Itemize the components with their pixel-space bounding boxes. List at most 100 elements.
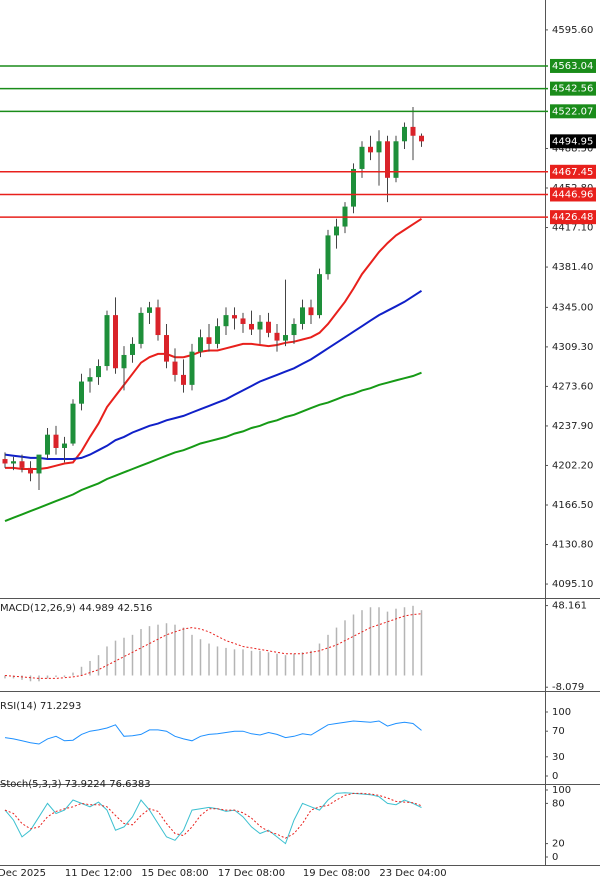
candle-body [385,141,390,178]
y-tick-label: 4309.30 [552,342,593,353]
level-label: 4522.07 [552,106,593,117]
candle-body [274,332,280,341]
candle-body [240,318,246,324]
candle-body [36,454,42,474]
candle-body [206,337,212,344]
level-label: 4426.48 [552,212,593,223]
y-tick-label: 48.161 [552,601,587,612]
level-label: 4563.04 [552,61,593,72]
x-tick-label: 23 Dec 04:00 [379,868,446,879]
candle-body [11,461,16,464]
candle-body [113,315,118,369]
candle-body [53,434,59,448]
y-tick-label: 4202.20 [552,460,593,471]
y-tick-label: 4237.90 [552,421,593,432]
candle-body [189,351,195,385]
candle-body [181,374,186,385]
series-line [4,720,422,745]
level-label-box [550,187,596,202]
candle-body [87,377,93,382]
candle-body [291,323,297,336]
x-tick-label: 11 Dec 12:00 [65,868,132,879]
candle-body [147,307,152,313]
y-tick-label: -8.079 [552,682,584,693]
y-tick-label: 0 [552,771,558,782]
y-tick-label: 4273.60 [552,381,593,392]
x-tick-label: 19 Dec 08:00 [303,868,370,879]
series-line [5,217,423,470]
indicator-title: RSI(14) 71.2293 [0,701,81,712]
candle-body [249,323,254,330]
x-tick-label: Dec 2025 [0,868,46,879]
y-tick-label: 4381.40 [552,262,593,273]
series-line [4,371,422,523]
candle-body [172,361,178,375]
x-tick-label: 15 Dec 08:00 [141,868,208,879]
candle-body [232,315,237,319]
candle-body [45,434,50,455]
level-label: 4446.96 [552,189,593,200]
y-tick-label: 100 [552,785,571,796]
candle-body [70,403,76,444]
candle-body [79,381,84,404]
candle-body [359,146,365,169]
candle-body [198,337,203,352]
candle-body [155,307,161,336]
candle-body [164,335,169,362]
y-tick-label: 4595.60 [552,25,593,36]
y-tick-label: 0 [552,852,558,863]
last-price-label: 4494.95 [552,136,593,147]
y-tick-label: 4130.80 [552,540,593,551]
candle-body [376,141,382,153]
indicator-value: 76.6383 [109,779,150,790]
series-line [4,613,422,679]
level-label-box [550,81,596,96]
candle-body [351,168,356,207]
candle-body [368,146,373,153]
candle-body [121,354,127,369]
y-tick-label: 80 [552,798,565,809]
candle-body [19,461,25,468]
level-label-box [550,58,596,73]
series-line [4,289,423,460]
candle-body [402,126,407,142]
candle-body [223,315,229,327]
candle-body [104,315,110,367]
indicator-title: Stoch(5,3,3) 73.9224 76.6383 [0,779,151,790]
x-tick-label: 17 Dec 08:00 [218,868,285,879]
y-tick-label: 4345.00 [552,302,593,313]
y-tick-label: 4417.10 [552,223,593,234]
y-tick-label: 100 [552,707,571,718]
candle-body [300,307,305,324]
indicator-value: 73.9224 [65,779,106,790]
level-label-box [550,164,596,179]
candle-body [2,459,8,464]
indicator-value: 44.989 [79,603,114,614]
last-price-box [550,134,596,149]
indicator-value: 42.516 [117,603,152,614]
level-label-box [550,210,596,225]
indicator-name: MACD(12,26,9) [0,603,76,614]
candle-body [393,141,399,178]
series-line [4,792,422,839]
candle-body [410,126,416,136]
candle-body [283,335,288,341]
series-line [4,792,422,845]
indicator-name: Stoch(5,3,3) [0,779,62,790]
candle-body [308,307,314,316]
candle-body [317,274,322,316]
candle-body [215,326,220,344]
candle-body [28,467,33,474]
level-label: 4542.56 [552,84,593,95]
candle-body [138,312,144,344]
indicator-title: MACD(12,26,9) 44.989 42.516 [0,603,152,614]
y-tick-label: 4488.50 [552,143,593,154]
candle-body [325,235,331,275]
y-tick-label: 70 [552,726,565,737]
level-label-box [550,104,596,119]
indicator-value: 71.2293 [40,701,81,712]
candle-body [419,135,424,142]
candle-body [130,343,135,355]
candle-body [334,226,339,236]
candle-body [266,321,271,333]
